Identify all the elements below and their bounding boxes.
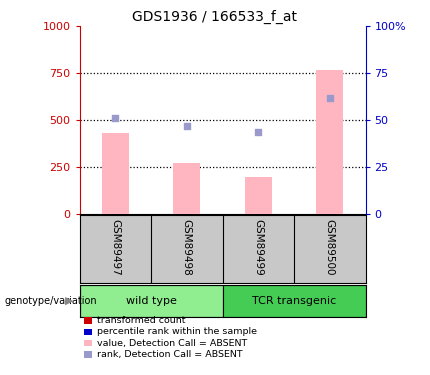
Text: GSM89499: GSM89499 — [253, 219, 263, 276]
Text: genotype/variation: genotype/variation — [4, 296, 97, 306]
Text: transformed count: transformed count — [97, 316, 185, 325]
Text: wild type: wild type — [126, 296, 176, 306]
Bar — [316, 70, 343, 214]
Point — [183, 123, 190, 129]
Point — [326, 96, 333, 102]
Text: GSM89497: GSM89497 — [110, 219, 120, 276]
Text: value, Detection Call = ABSENT: value, Detection Call = ABSENT — [97, 339, 247, 348]
Text: TCR transgenic: TCR transgenic — [252, 296, 336, 306]
Text: percentile rank within the sample: percentile rank within the sample — [97, 327, 257, 336]
Text: ▶: ▶ — [65, 296, 74, 306]
Text: GDS1936 / 166533_f_at: GDS1936 / 166533_f_at — [132, 9, 298, 24]
Point — [112, 115, 119, 121]
Bar — [223, 285, 366, 317]
Text: GSM89500: GSM89500 — [325, 219, 335, 276]
Bar — [102, 133, 129, 214]
Point — [255, 129, 262, 135]
Bar — [173, 163, 200, 214]
Bar — [245, 177, 272, 214]
Text: rank, Detection Call = ABSENT: rank, Detection Call = ABSENT — [97, 350, 243, 359]
Text: GSM89498: GSM89498 — [182, 219, 192, 276]
Bar — [80, 285, 223, 317]
